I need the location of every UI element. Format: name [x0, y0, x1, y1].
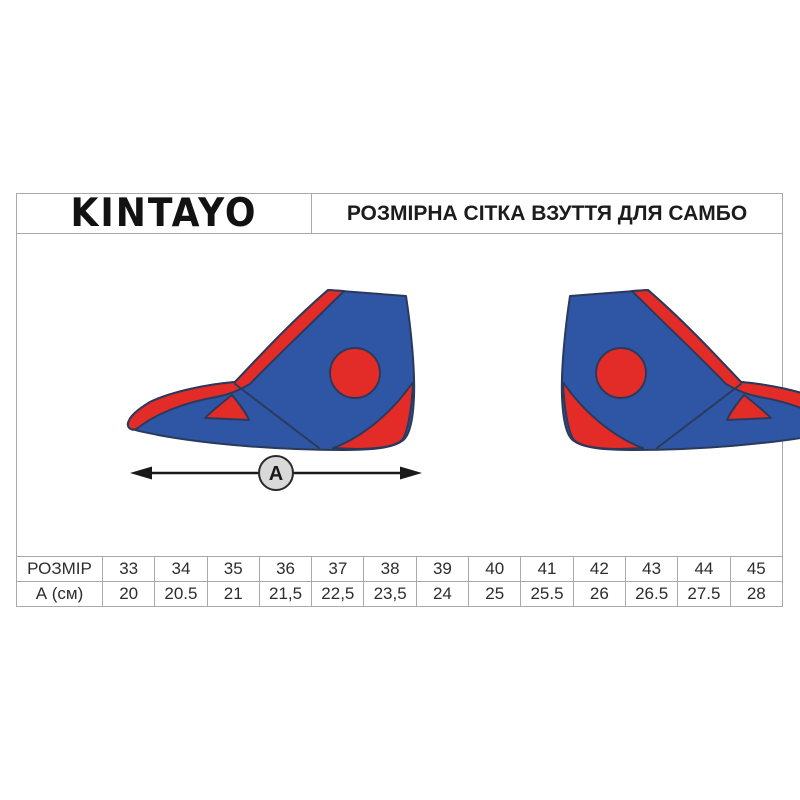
length-cell: 25 — [468, 581, 522, 607]
right-shoe — [560, 289, 800, 451]
sambo-shoes-illustration — [126, 289, 800, 451]
size-cell: 45 — [729, 556, 784, 582]
arrowhead-left — [130, 466, 152, 480]
size-cell: 38 — [363, 556, 417, 582]
size-cell: 39 — [415, 556, 470, 582]
size-cell: 42 — [572, 556, 626, 582]
length-cell: 20.5 — [154, 581, 208, 607]
arrowhead-right — [400, 466, 422, 480]
length-cell: 28 — [729, 581, 784, 607]
size-cell: 37 — [311, 556, 365, 582]
length-cell: 23,5 — [363, 581, 417, 607]
size-cell: 36 — [258, 556, 313, 582]
length-cell: 20 — [101, 581, 156, 607]
length-cell: 21,5 — [258, 581, 313, 607]
brand-logo: KINTAYO — [70, 190, 258, 236]
size-cell: 33 — [101, 556, 156, 582]
length-cell: 24 — [415, 581, 470, 607]
length-row-label: А (см) — [16, 581, 103, 607]
size-cell: 41 — [520, 556, 574, 582]
dimension-arrow: А — [130, 455, 422, 491]
length-cell: 25.5 — [520, 581, 574, 607]
dimension-label-circle — [258, 455, 294, 491]
size-row: РОЗМІР 33 34 35 36 37 38 39 40 41 42 43 … — [16, 556, 784, 582]
length-cell: 21 — [206, 581, 260, 607]
size-cell: 43 — [624, 556, 679, 582]
dimension-label: А — [269, 463, 283, 485]
title-cell: РОЗМІРНА СІТКА ВЗУТТЯ ДЛЯ САМБО — [312, 194, 782, 233]
size-row-label: РОЗМІР — [16, 556, 103, 582]
header-row: KINTAYO РОЗМІРНА СІТКА ВЗУТТЯ ДЛЯ САМБО — [17, 194, 782, 234]
length-cell: 26 — [572, 581, 626, 607]
length-cell: 22,5 — [311, 581, 365, 607]
page-title: РОЗМІРНА СІТКА ВЗУТТЯ ДЛЯ САМБО — [346, 201, 748, 225]
size-cell: 34 — [154, 556, 208, 582]
size-table: РОЗМІР 33 34 35 36 37 38 39 40 41 42 43 … — [16, 556, 784, 607]
size-cell: 35 — [206, 556, 260, 582]
length-cell: 26.5 — [624, 581, 679, 607]
logo-cell: KINTAYO — [17, 194, 312, 233]
length-row: А (см) 20 20.5 21 21,5 22,5 23,5 24 25 2… — [16, 581, 784, 607]
length-cell: 27.5 — [677, 581, 731, 607]
size-cell: 44 — [677, 556, 731, 582]
left-shoe — [126, 289, 416, 451]
size-cell: 40 — [468, 556, 522, 582]
